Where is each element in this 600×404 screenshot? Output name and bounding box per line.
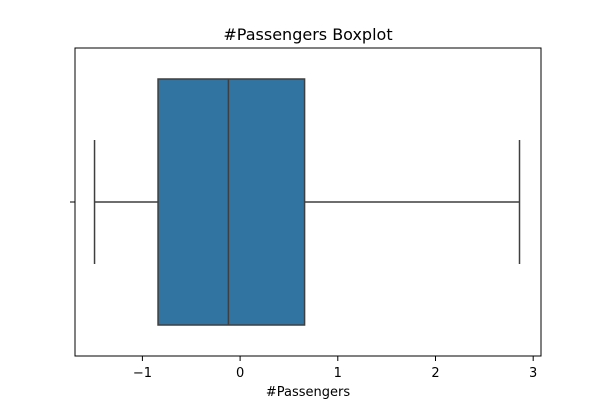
x-tick-label: 3	[529, 366, 537, 381]
x-tick-label: 2	[431, 366, 439, 381]
x-tick-label: 1	[334, 366, 342, 381]
box-group	[93, 78, 521, 326]
x-axis-label: #Passengers	[266, 385, 350, 400]
iqr-box	[157, 78, 306, 326]
chart-title: #Passengers Boxplot	[223, 25, 392, 44]
x-axis: −1 0 1 2 3	[133, 356, 537, 381]
x-tick-label: 0	[236, 366, 244, 381]
x-tick-label: −1	[133, 366, 152, 381]
